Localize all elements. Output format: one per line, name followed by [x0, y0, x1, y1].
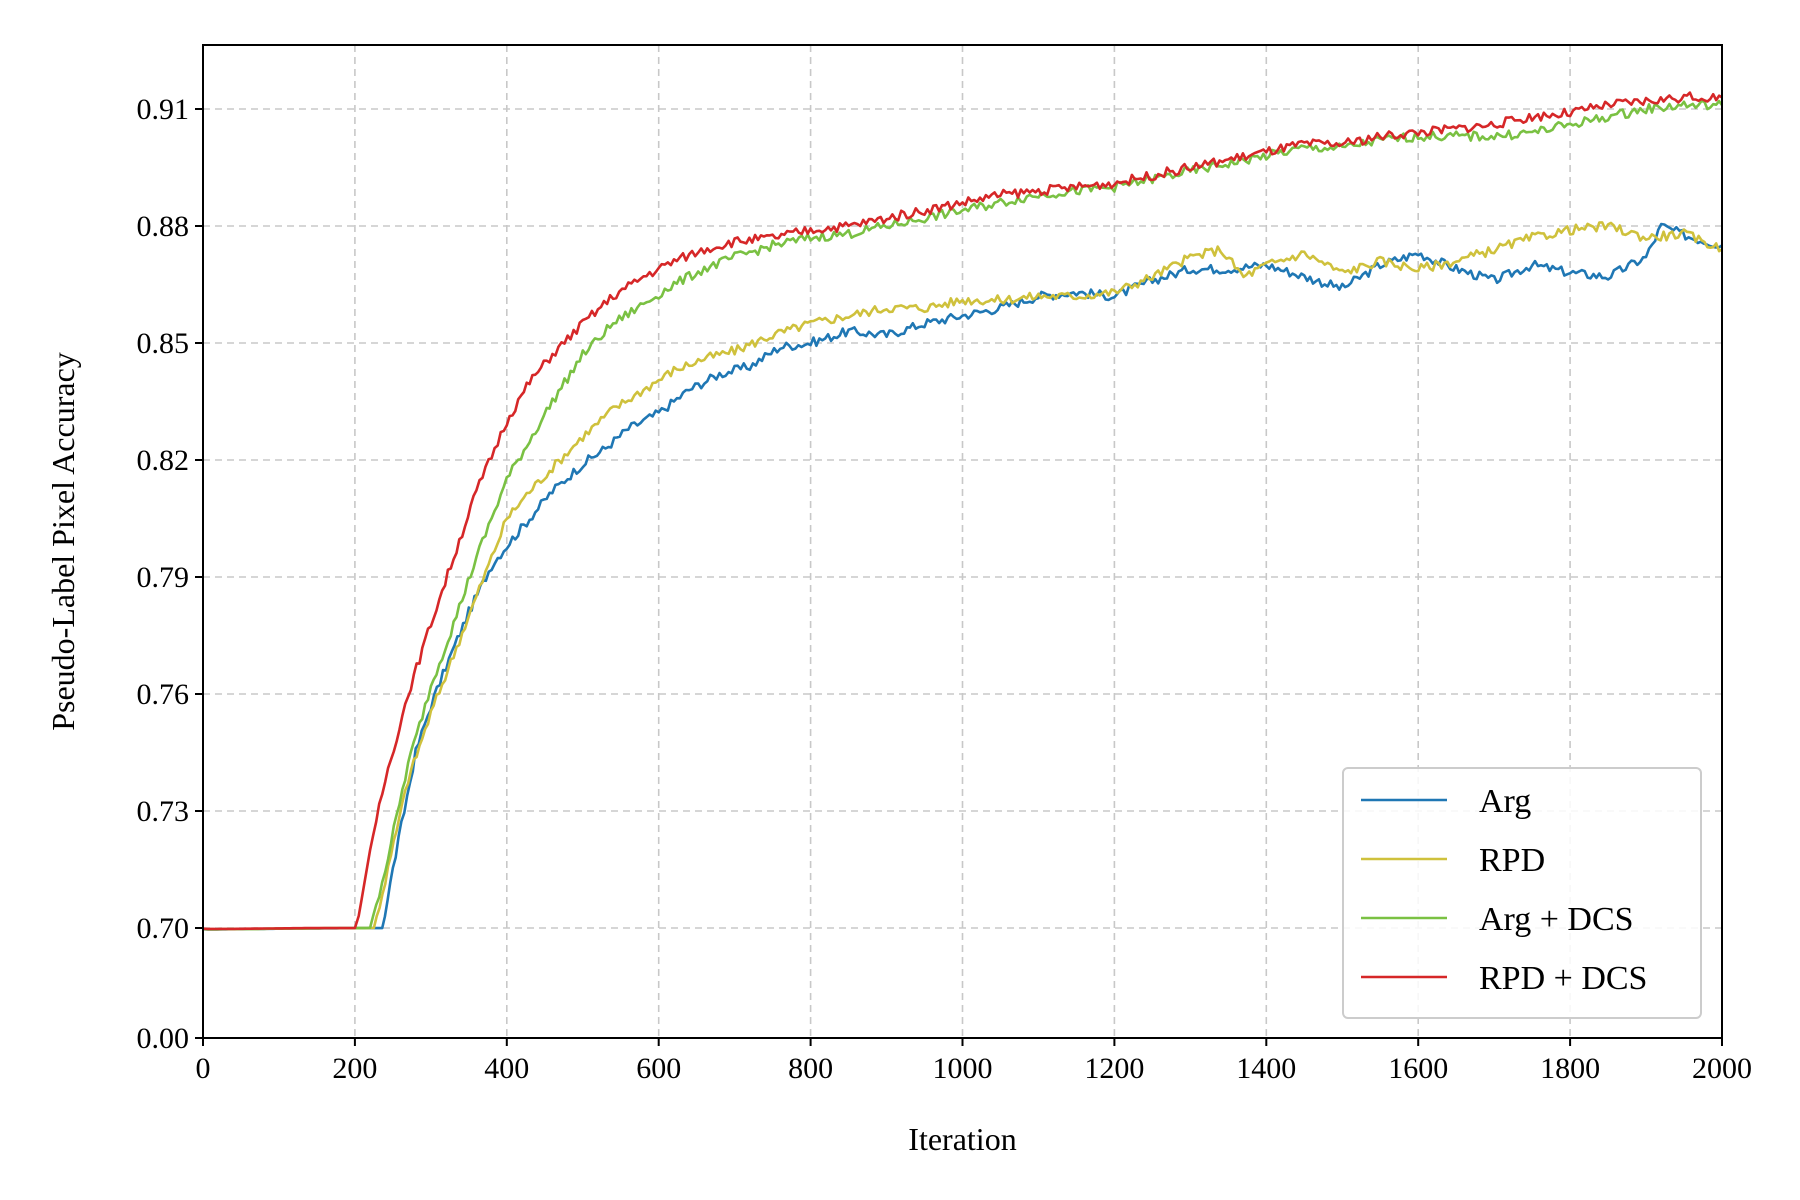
legend-label: Arg — [1479, 783, 1531, 820]
series-line-rpd-dcs — [203, 91, 1722, 931]
legend: Arg RPD Arg + DCS RPD + DCS — [1342, 767, 1702, 1019]
axis-ticks: 0 200 400 600 800 1000 1200 1400 1600 1800 2000 0.0… — [137, 93, 1753, 1085]
x-tick-label: 600 — [636, 1052, 681, 1085]
series-line-arg-dcs — [203, 99, 1722, 931]
x-tick-label: 0 — [196, 1052, 211, 1085]
y-tick-label: 0.82 — [137, 444, 190, 477]
legend-box — [1342, 767, 1702, 1019]
x-tick-label: 400 — [484, 1052, 529, 1085]
y-tick-label: 0.70 — [137, 912, 190, 945]
x-tick-label: 200 — [332, 1052, 377, 1085]
grid — [203, 45, 1722, 1038]
y-tick-label: 0.88 — [137, 210, 190, 243]
y-tick-label: 0.76 — [137, 678, 190, 711]
series-line-arg — [203, 222, 1722, 931]
y-axis-label: Pseudo-Label Pixel Accuracy — [45, 352, 81, 731]
y-tick-label: 0.00 — [137, 1022, 190, 1055]
y-tick-label: 0.79 — [137, 561, 190, 594]
x-tick-label: 1200 — [1084, 1052, 1144, 1085]
series-line-rpd — [203, 221, 1722, 931]
y-tick-label: 0.73 — [137, 795, 190, 828]
x-tick-label: 1800 — [1540, 1052, 1600, 1085]
x-tick-label: 1600 — [1388, 1052, 1448, 1085]
x-axis-label: Iteration — [908, 1121, 1016, 1157]
series-lines — [203, 91, 1722, 931]
x-tick-label: 1000 — [933, 1052, 993, 1085]
legend-label: RPD — [1479, 842, 1545, 879]
x-tick-label: 800 — [788, 1052, 833, 1085]
legend-label: RPD + DCS — [1479, 960, 1647, 997]
x-tick-label: 1400 — [1236, 1052, 1296, 1085]
legend-label: Arg + DCS — [1479, 901, 1634, 938]
y-tick-label: 0.85 — [137, 327, 190, 360]
y-tick-label: 0.91 — [137, 93, 190, 126]
x-tick-label: 2000 — [1692, 1052, 1752, 1085]
